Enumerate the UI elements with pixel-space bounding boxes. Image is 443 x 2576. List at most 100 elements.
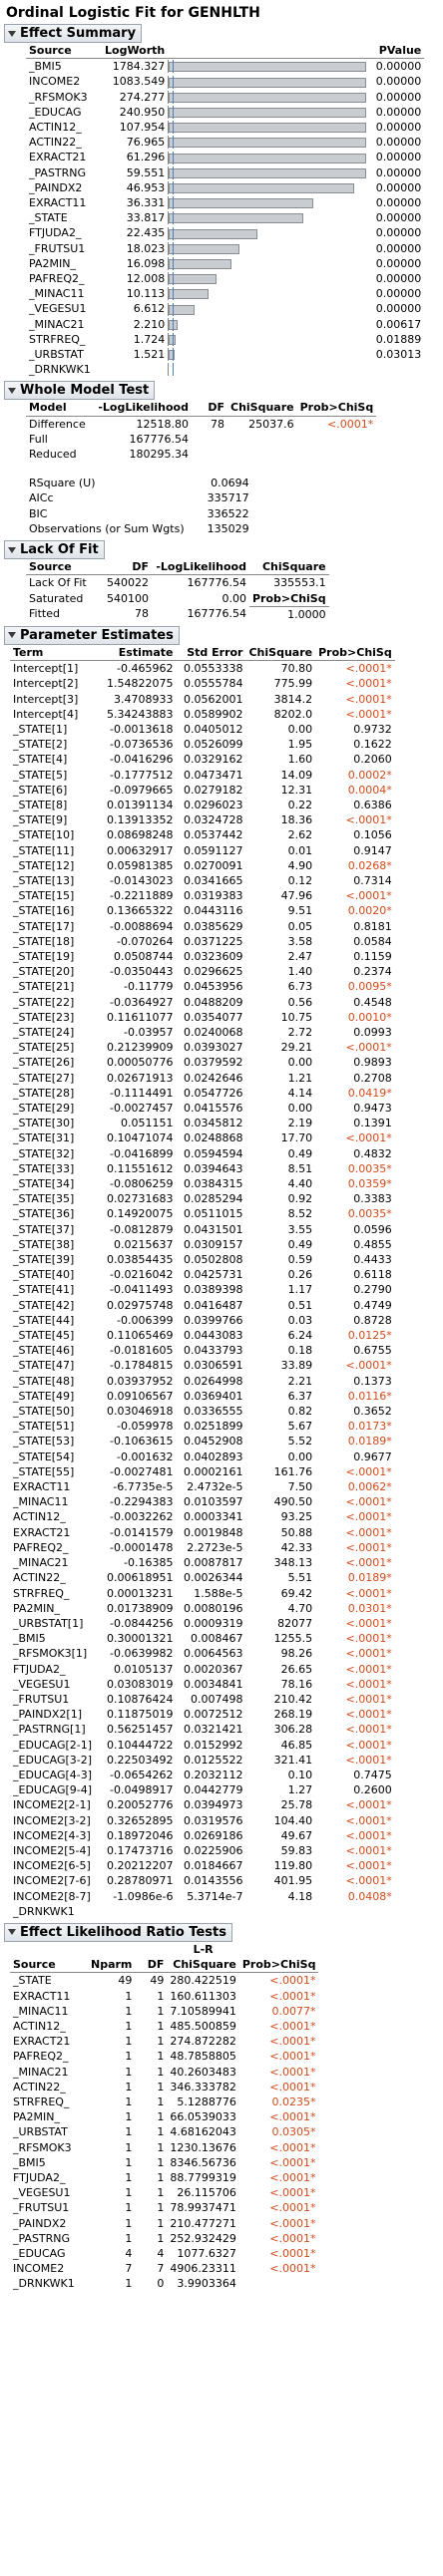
significance-line xyxy=(173,302,175,316)
col-pvalue: PValue xyxy=(368,43,425,60)
chisq-cell: 7.50 xyxy=(287,1480,313,1494)
prob-cell: 0.0062* xyxy=(347,1480,392,1494)
chisq-cell: 0.82 xyxy=(287,1405,313,1419)
significance-line xyxy=(173,151,175,164)
prob-cell: <.0001* xyxy=(345,1616,392,1630)
chisq-cell: 4.18 xyxy=(287,1889,313,1903)
nparm-cell: 1 xyxy=(125,2125,133,2139)
term-cell: INCOME2[8-7] xyxy=(13,1889,91,1903)
table-row: _EDUCAG[3-2] 0.22503492 0.0125522 321.41 <.0… xyxy=(10,1753,395,1768)
table-row: _EDUCAG[4-3] -0.0654262 0.2032112 0.10 0.747… xyxy=(10,1768,395,1782)
stderr-cell: 0.0019848 xyxy=(183,1525,243,1539)
estimate-cell: -0.1784815 xyxy=(110,1359,174,1373)
lack-of-fit-body: Source DF -LogLikelihood ChiSquare Lack … xyxy=(4,559,439,622)
term-cell: Intercept[2] xyxy=(13,677,79,691)
effect-summary-header[interactable]: Effect Summary xyxy=(4,24,143,43)
term-cell: _EDUCAG[9-4] xyxy=(13,1783,93,1797)
chisq-cell: 280.422519 xyxy=(170,1974,236,1988)
prob-cell: <.0001* xyxy=(345,1464,392,1478)
chisq-cell: 3.58 xyxy=(287,934,313,948)
table-row: _MINAC21 1 1 40.2603483 <.0001* xyxy=(10,2065,318,2080)
table-row: _STATE[1] -0.0013618 0.0405012 0.00 0.9732 xyxy=(10,722,395,737)
source-cell: _DRNKWK1 xyxy=(29,363,91,377)
source-cell: _URBSTAT xyxy=(29,348,84,362)
chisq-cell: 50.88 xyxy=(280,1525,313,1539)
whole-model-header[interactable]: Whole Model Test xyxy=(4,381,156,401)
nparm-cell: 1 xyxy=(125,2140,133,2154)
logworth-cell: 1083.549 xyxy=(112,75,166,89)
stderr-cell: 0.0225906 xyxy=(183,1843,243,1857)
lack-of-fit-header[interactable]: Lack Of Fit xyxy=(4,540,105,560)
chisq-cell: 8346.56736 xyxy=(170,2155,236,2169)
term-cell: _EDUCAG[4-3] xyxy=(13,1768,93,1781)
estimate-cell: 0.13913352 xyxy=(107,813,174,827)
loglik-cell: 167776.54 xyxy=(129,432,190,446)
logworth-bar-track xyxy=(168,241,368,255)
estimate-cell: -0.0979665 xyxy=(110,783,174,797)
stderr-cell: 0.0405012 xyxy=(183,722,243,736)
disclosure-triangle-icon[interactable] xyxy=(8,632,16,639)
prob-cell: 0.0305* xyxy=(271,2125,316,2139)
source-cell: _PAINDX2 xyxy=(29,180,83,194)
significance-line xyxy=(173,226,175,240)
logworth-bar-track xyxy=(168,317,368,331)
stderr-cell: 0.0453956 xyxy=(183,980,243,994)
logworth-bar-cell xyxy=(168,105,368,120)
term-cell: _STATE[39] xyxy=(13,1253,75,1267)
estimate-cell: 0.00618951 xyxy=(107,1571,174,1585)
chisq-cell: 1.40 xyxy=(287,965,313,979)
term-cell: PA2MIN_ xyxy=(13,1601,60,1615)
disclosure-triangle-icon[interactable] xyxy=(8,1929,16,1936)
col-nparm: Nparm xyxy=(88,1957,136,1974)
table-row: ACTIN12_ 1 1 485.500859 <.0001* xyxy=(10,2019,318,2034)
parameter-estimates-header[interactable]: Parameter Estimates xyxy=(4,625,180,645)
chisq-cell: 0.03 xyxy=(287,1313,313,1327)
stat-value: 335717 xyxy=(207,491,249,505)
estimate-cell: 0.09106567 xyxy=(107,1389,174,1403)
estimate-cell: -0.0498917 xyxy=(110,1783,174,1797)
table-row: INCOME2[4-3] 0.18972046 0.0269186 49.67 <.00… xyxy=(10,1828,395,1843)
disclosure-triangle-icon[interactable] xyxy=(8,30,16,37)
table-row: _PASTRNG 1 1 252.932429 <.0001* xyxy=(10,2231,318,2246)
source-cell: _EDUCAG xyxy=(29,105,82,119)
prob-cell: 0.2060 xyxy=(353,753,392,767)
stderr-cell: 0.0369401 xyxy=(183,1389,243,1403)
estimate-cell: 0.0105137 xyxy=(113,1662,174,1676)
source-cell: ACTIN22_ xyxy=(29,136,82,150)
stderr-cell: 0.0589902 xyxy=(183,707,243,721)
stderr-cell: 0.0555784 xyxy=(183,677,243,691)
prob-cell: 0.3383 xyxy=(353,1192,392,1206)
significance-line xyxy=(173,165,175,179)
term-cell: _STATE[44] xyxy=(13,1313,75,1327)
logworth-bar-cell xyxy=(168,195,368,210)
estimate-cell: 0.10471074 xyxy=(107,1131,174,1145)
estimate-cell: -0.1114491 xyxy=(110,1086,174,1100)
table-row: _STATE[5] -0.1777512 0.0473471 14.09 0.0002* xyxy=(10,768,395,783)
prob-cell: <.0001* xyxy=(345,1647,392,1661)
logworth-bar-track xyxy=(168,196,368,210)
term-cell: _STATE[8] xyxy=(13,798,68,811)
disclosure-triangle-icon[interactable] xyxy=(8,546,16,553)
estimate-cell: -0.0350443 xyxy=(110,965,174,979)
prob-cell: <.0001* xyxy=(345,1738,392,1752)
logworth-cell: 36.331 xyxy=(126,196,166,210)
disclosure-triangle-icon[interactable] xyxy=(8,387,16,394)
source-cell: _EDUCAG xyxy=(13,2247,66,2261)
table-row: _STATE[29] -0.0027457 0.0415576 0.00 0.9473 xyxy=(10,1101,395,1116)
table-row: INCOME2[7-6] 0.28780971 0.0143556 401.95 <.0… xyxy=(10,1873,395,1888)
df-cell: 1 xyxy=(157,2140,165,2154)
chisq-cell: 26.115706 xyxy=(177,2186,236,2200)
prob-cell: 0.6755 xyxy=(353,1344,392,1358)
effect-lr-header[interactable]: Effect Likelihood Ratio Tests xyxy=(4,1922,232,1942)
df-cell: 1 xyxy=(157,2171,165,2185)
df-cell: 4 xyxy=(157,2247,165,2261)
prob-cell: 0.0116* xyxy=(347,1389,392,1403)
col-prob: Prob>ChiSq xyxy=(238,1957,319,1974)
stderr-cell: 0.0087817 xyxy=(183,1556,243,1570)
estimate-cell: -0.2294383 xyxy=(110,1495,174,1509)
table-row: _STATE[15] -0.2211889 0.0319383 47.96 <.0001… xyxy=(10,888,395,903)
source-cell: PAFREQ2_ xyxy=(13,2050,69,2064)
prob-cell: 0.1373 xyxy=(353,1374,392,1388)
chisq-cell: 0.56 xyxy=(287,995,313,1009)
pvalue-cell: 0.00000 xyxy=(375,90,422,104)
